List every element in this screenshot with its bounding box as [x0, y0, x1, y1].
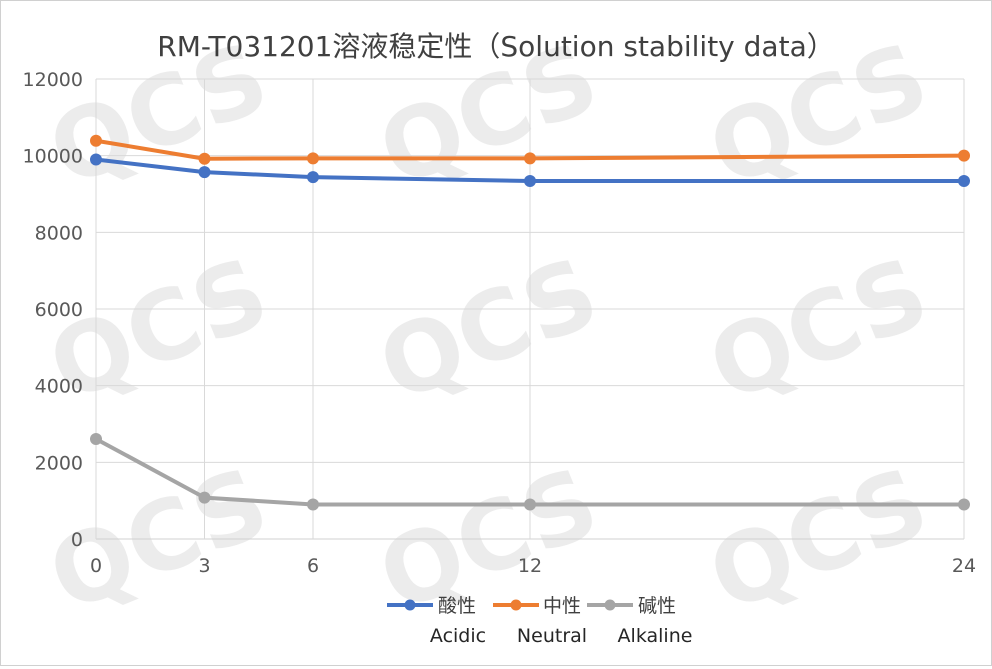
data-point[interactable] — [524, 498, 536, 511]
legend-marker-alkaline — [604, 599, 616, 611]
y-tick-label: 2000 — [35, 452, 83, 474]
x-tick-label: 12 — [518, 555, 542, 577]
series-1 — [90, 134, 970, 165]
legend-item-neutral[interactable]: 中性 — [493, 595, 581, 617]
legend: 酸性 中性 碱性 Acidic Neutral Alkaline — [387, 595, 692, 647]
data-point[interactable] — [524, 152, 536, 165]
data-point[interactable] — [958, 149, 970, 162]
y-tick-label: 4000 — [35, 376, 83, 398]
data-point[interactable] — [307, 152, 319, 165]
watermark-text: QCS — [364, 236, 613, 423]
data-point[interactable] — [958, 498, 970, 511]
legend-label-acidic: 酸性 — [438, 595, 476, 617]
legend-marker-acidic — [404, 599, 416, 611]
y-tick-label: 6000 — [35, 299, 83, 321]
legend-subtitle-acidic: Acidic — [430, 625, 486, 647]
y-axis-ticks: 0 2000 4000 6000 8000 10000 12000 — [23, 69, 83, 551]
series-2 — [90, 432, 970, 511]
x-tick-label: 6 — [307, 555, 319, 577]
x-tick-label: 0 — [90, 555, 102, 577]
series-layer — [90, 134, 970, 511]
chart-title: RM-T031201溶液稳定性（Solution stability data） — [157, 30, 834, 63]
legend-subtitle-neutral: Neutral — [517, 625, 587, 647]
y-tick-label: 10000 — [23, 146, 83, 168]
legend-label-neutral: 中性 — [543, 595, 581, 617]
y-tick-label: 0 — [71, 529, 83, 551]
y-tick-label: 8000 — [35, 222, 83, 244]
data-point[interactable] — [90, 134, 102, 147]
data-point[interactable] — [958, 174, 970, 187]
data-point[interactable] — [198, 491, 211, 504]
x-tick-label: 3 — [198, 555, 210, 577]
legend-label-alkaline: 碱性 — [638, 595, 676, 617]
x-tick-label: 24 — [952, 555, 976, 577]
legend-marker-neutral — [510, 599, 522, 611]
series-0 — [90, 153, 970, 187]
data-point[interactable] — [198, 152, 211, 165]
data-point[interactable] — [90, 153, 102, 166]
data-point[interactable] — [524, 174, 536, 187]
x-axis-ticks: 0 3 6 12 24 — [90, 555, 976, 577]
y-tick-label: 12000 — [23, 69, 83, 91]
legend-item-alkaline[interactable]: 碱性 — [587, 595, 676, 617]
data-point[interactable] — [307, 498, 319, 511]
legend-item-acidic[interactable]: 酸性 — [387, 595, 476, 617]
data-point[interactable] — [307, 171, 319, 184]
data-point[interactable] — [198, 166, 211, 179]
watermark-text: QCS — [694, 446, 943, 633]
legend-subtitle-alkaline: Alkaline — [618, 625, 693, 647]
watermark-text: QCS — [694, 236, 943, 423]
data-point[interactable] — [90, 432, 102, 445]
